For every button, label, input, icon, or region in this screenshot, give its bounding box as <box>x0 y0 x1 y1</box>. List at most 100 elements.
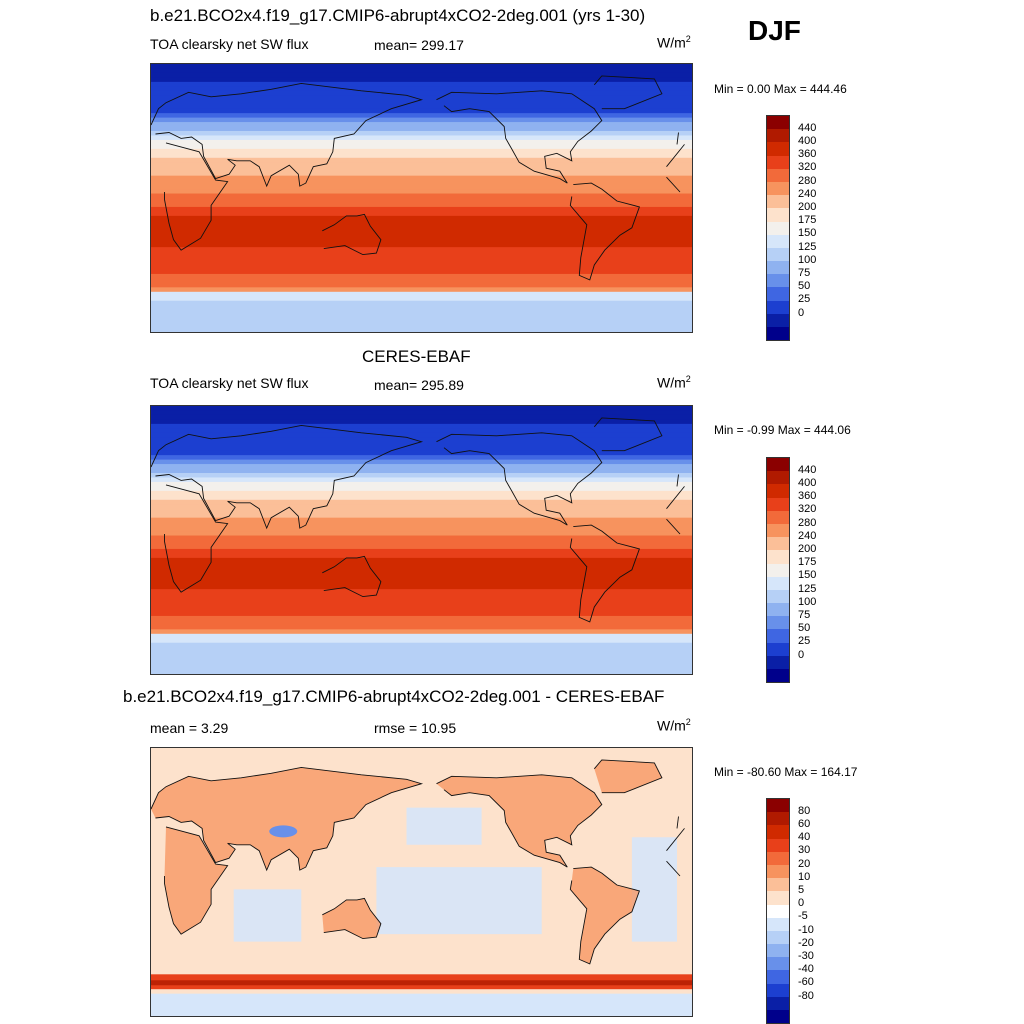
flux-band <box>151 189 692 195</box>
coastline <box>164 826 685 935</box>
panel3-map-svg <box>151 748 692 1016</box>
panel3-units-label: W/m2 <box>657 717 691 734</box>
flux-band <box>151 499 692 505</box>
flux-band <box>151 77 692 83</box>
flux-band <box>151 611 692 617</box>
colorbar-swatch <box>767 603 789 617</box>
colorbar-tick-label: 440 <box>798 121 817 134</box>
flux-band <box>151 410 692 416</box>
panel2-title: CERES-EBAF <box>362 347 471 366</box>
colorbar-tick-label: 360 <box>798 148 817 161</box>
flux-band <box>151 522 692 528</box>
colorbar-tick-label: 280 <box>798 174 817 187</box>
flux-band <box>151 473 692 479</box>
colorbar-swatch <box>767 576 789 590</box>
colorbar-tick-label: 50 <box>798 280 811 293</box>
flux-band <box>151 432 692 438</box>
coastline-group <box>151 75 685 281</box>
flux-band <box>151 535 692 541</box>
flux-band <box>151 144 692 150</box>
flux-band <box>151 477 692 483</box>
flux-band <box>151 211 692 217</box>
colorbar-swatch <box>767 129 789 143</box>
colorbar-swatch <box>767 589 789 604</box>
flux-band <box>151 544 692 550</box>
colorbar-swatch <box>767 261 789 275</box>
flux-band <box>151 68 692 74</box>
southern-ocean-peak <box>151 980 692 986</box>
coastline <box>322 555 382 598</box>
coastline <box>569 182 640 281</box>
flux-band <box>151 598 692 604</box>
coastline <box>593 75 663 110</box>
flux-band <box>151 229 692 235</box>
flux-band <box>151 251 692 257</box>
flux-band <box>151 615 692 621</box>
colorbar-tick-label: 175 <box>798 556 817 569</box>
season-label: DJF <box>748 15 801 46</box>
flux-band <box>151 233 692 239</box>
coastline <box>593 417 663 452</box>
flux-band <box>151 423 692 429</box>
antarctica-anomaly <box>151 993 692 1016</box>
colorbar-swatch <box>767 799 789 813</box>
coastline <box>436 90 603 184</box>
colorbar-tick-label: -30 <box>798 949 814 962</box>
flux-band <box>151 99 692 105</box>
colorbar-tick-label: 60 <box>798 817 811 830</box>
flux-band <box>151 580 692 586</box>
flux-band <box>151 450 692 456</box>
colorbar-tick-label: 75 <box>798 266 811 279</box>
land-anomaly <box>436 774 602 868</box>
flux-band <box>151 256 692 262</box>
coastline <box>164 142 685 251</box>
colorbar-swatch <box>767 247 789 262</box>
colorbar-swatch <box>767 523 789 538</box>
colorbar-tick-label: 200 <box>798 542 817 555</box>
flux-band <box>151 122 692 128</box>
coastline <box>151 766 679 872</box>
negative-anomaly-region <box>233 889 302 942</box>
flux-band <box>151 238 692 244</box>
flux-band <box>151 557 692 563</box>
flux-band <box>151 180 692 186</box>
colorbar-swatch <box>767 629 789 643</box>
flux-band <box>151 620 692 626</box>
colorbar-tick-label: 0 <box>798 897 805 910</box>
flux-band <box>151 269 692 275</box>
flux-band <box>151 220 692 226</box>
flux-band <box>151 633 692 639</box>
colorbar-tick-label: 280 <box>798 516 817 529</box>
flux-band <box>151 540 692 546</box>
panel1-variable-label: TOA clearsky net SW flux <box>150 36 309 52</box>
colorbar-swatch <box>767 669 789 683</box>
land-anomaly <box>570 867 640 964</box>
colorbar-tick-label: 75 <box>798 608 811 621</box>
flux-band <box>151 642 692 648</box>
colorbar-swatch <box>767 616 789 630</box>
panel1-map-svg <box>151 64 692 332</box>
colorbar-swatch <box>767 116 789 130</box>
colorbar-swatch <box>767 825 789 839</box>
colorbar-swatch <box>767 904 789 918</box>
colorbar-tick-label: 150 <box>798 227 817 240</box>
colorbar-tick-label: 400 <box>798 134 817 147</box>
colorbar-tick-label: 175 <box>798 214 817 227</box>
flux-band <box>151 273 692 279</box>
flux-band <box>151 260 692 266</box>
flux-band <box>151 81 692 87</box>
colorbar-swatch <box>767 537 789 551</box>
colorbar-swatch <box>767 497 789 511</box>
flux-band <box>151 490 692 496</box>
flux-band <box>151 468 692 474</box>
flux-band <box>151 584 692 590</box>
coastline <box>593 759 663 794</box>
colorbar-swatch <box>767 195 789 209</box>
colorbar-swatch <box>767 944 789 958</box>
flux-band <box>151 629 692 635</box>
flux-band <box>151 282 692 288</box>
colorbar-tick-label: 320 <box>798 161 817 174</box>
flux-band <box>151 638 692 644</box>
colorbar-swatch <box>767 891 789 905</box>
flux-band <box>151 504 692 510</box>
